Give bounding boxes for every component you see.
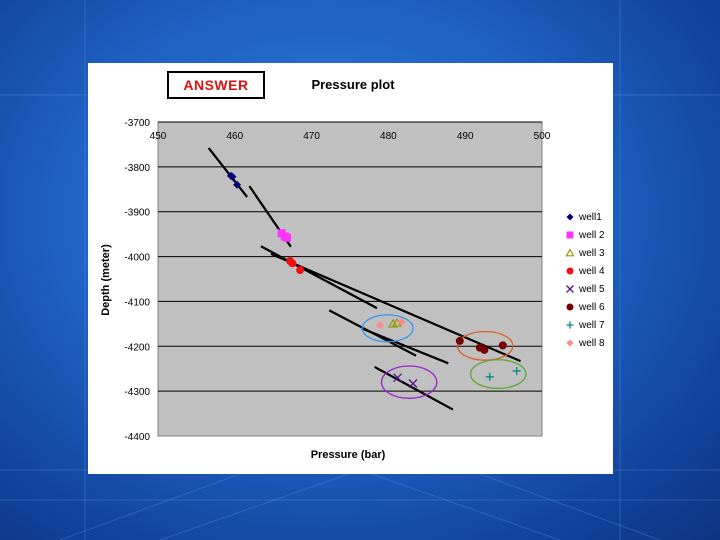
point-s4-0 (393, 373, 403, 383)
legend-label: well 2 (579, 229, 605, 241)
legend-label: well 4 (579, 265, 605, 277)
legend-item: well 2 (563, 226, 613, 244)
legend-label: well 6 (579, 301, 605, 313)
trend-line-5 (361, 327, 449, 365)
legend-label: well 7 (579, 319, 605, 331)
point-s6-1 (512, 366, 521, 375)
legend-marker-7 (566, 339, 574, 347)
y-tick-label-7: -4400 (124, 432, 150, 443)
x-tick-label-1: 460 (226, 131, 243, 142)
bg-line-8 (359, 469, 561, 540)
chart-title: Pressure plot (311, 77, 395, 92)
legend-label: well 8 (579, 337, 605, 349)
legend-symbol-circle (566, 303, 574, 311)
y-tick-label-4: -4100 (124, 297, 150, 308)
point-s3-2 (286, 257, 295, 266)
legend-symbol-diamond (566, 339, 574, 347)
point-s5-0 (455, 336, 464, 345)
point-s2-1 (387, 318, 399, 328)
legend-item: well 4 (563, 262, 613, 280)
legend-item: well 7 (563, 316, 613, 334)
legend-marker-6 (566, 321, 574, 329)
legend-label: well1 (579, 211, 602, 223)
legend-symbol-x (566, 285, 574, 293)
legend-symbol-plus (566, 321, 574, 329)
point-s7-0 (375, 321, 384, 330)
y-tick-label-3: -4000 (124, 253, 150, 264)
legend-item: well1 (563, 208, 613, 226)
highlight-ellipse-1 (380, 365, 438, 399)
x-tick-label-5: 500 (534, 131, 551, 142)
y-tick-label-6: -4300 (124, 387, 150, 398)
legend-item: well 5 (563, 280, 613, 298)
plot-area (157, 121, 543, 437)
trend-line-6 (374, 365, 454, 411)
point-s5-2 (480, 345, 489, 354)
point-s0-2 (228, 172, 237, 181)
x-tick-label-4: 490 (457, 131, 474, 142)
point-s4-1 (408, 379, 418, 388)
legend-marker-3 (566, 267, 574, 275)
trend-line-3 (260, 245, 378, 310)
legend-symbol-circle (566, 267, 574, 275)
x-tick-label-2: 470 (303, 131, 320, 142)
point-s6-0 (485, 372, 494, 381)
point-s7-1 (397, 317, 406, 326)
x-axis-label: Pressure (bar) (310, 449, 386, 461)
legend-marker-1 (566, 231, 574, 239)
highlight-ellipse-3 (469, 359, 527, 390)
legend-marker-0 (566, 213, 574, 221)
legend-symbol-triangle (565, 248, 575, 257)
bg-line-7 (159, 469, 361, 540)
answer-box: ANSWER (167, 71, 265, 99)
legend-symbol-diamond (566, 213, 574, 221)
point-s3-1 (296, 266, 305, 275)
trend-line-2 (270, 252, 521, 363)
point-s0-1 (233, 180, 242, 189)
point-s5-3 (498, 341, 507, 350)
legend-marker-4 (566, 285, 574, 293)
legend-item: well 8 (563, 334, 613, 352)
legend-item: well 6 (563, 298, 613, 316)
y-axis-label: Depth (meter) (100, 244, 112, 316)
highlight-ellipse-0 (361, 314, 414, 343)
answer-label: ANSWER (183, 77, 249, 93)
y-tick-label-5: -4200 (124, 342, 150, 353)
y-tick-label-2: -3900 (124, 208, 150, 219)
legend: well1 well 2 well 3 well 4 well 5 well 6 well … (563, 208, 613, 354)
trend-line-0 (207, 147, 248, 198)
y-tick-label-0: -3700 (124, 118, 150, 129)
y-tick-label-1: -3800 (124, 163, 150, 174)
pressure-chart: -3700 -3800 -3900 -4000 -4100 -4200 -4300 -4400… (124, 118, 551, 443)
legend-label: well 5 (579, 283, 605, 295)
slide-card: -3700 -3800 -3900 -4000 -4100 -4200 -4300 -4400… (88, 63, 613, 474)
x-tick-label-0: 450 (150, 131, 167, 142)
legend-label: well 3 (579, 247, 605, 259)
highlight-ellipse-2 (456, 330, 514, 361)
legend-item: well 3 (563, 244, 613, 262)
legend-symbol-square (566, 231, 574, 239)
x-tick-label-3: 480 (380, 131, 397, 142)
legend-marker-2 (565, 248, 575, 257)
legend-marker-5 (566, 303, 574, 311)
point-s1-2 (280, 232, 289, 241)
